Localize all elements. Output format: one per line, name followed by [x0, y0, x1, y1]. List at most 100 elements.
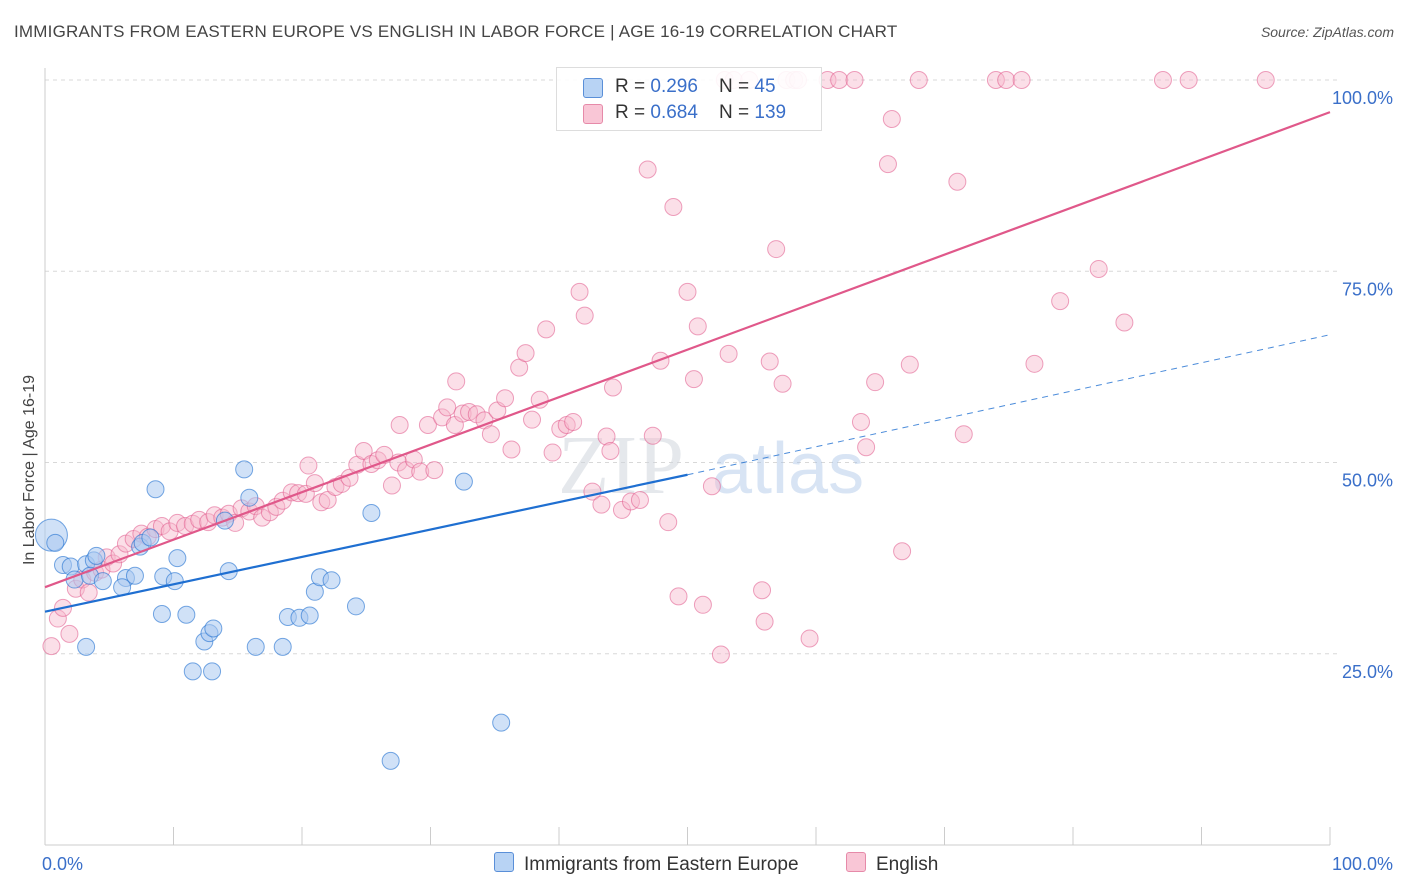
- english-point: [481, 425, 500, 444]
- y-axis-title: In Labor Force | Age 16-19: [21, 374, 38, 566]
- english-point: [570, 282, 589, 301]
- english-point: [693, 595, 712, 614]
- legend-item-english[interactable]: English: [846, 852, 938, 876]
- legend-n-label: N =: [719, 102, 755, 123]
- english-point: [669, 587, 688, 606]
- english-point: [755, 612, 774, 631]
- english-point: [516, 344, 535, 363]
- english-point: [878, 155, 897, 174]
- series-legend: Immigrants from Eastern Europe English: [0, 852, 1406, 878]
- legend-r-label: R =: [615, 76, 651, 97]
- english-point: [702, 477, 721, 496]
- eastern-europe-point: [273, 637, 292, 656]
- eastern-europe-point: [141, 528, 160, 547]
- english-point: [60, 624, 79, 643]
- eastern-europe-point: [46, 533, 65, 552]
- english-point: [638, 160, 657, 179]
- watermark: ZIP atlas: [558, 419, 864, 512]
- english-point: [621, 492, 640, 511]
- english-point: [900, 355, 919, 374]
- legend-n-label: N =: [719, 76, 755, 97]
- english-point: [719, 344, 738, 363]
- english-point: [1089, 259, 1108, 278]
- english-point: [909, 71, 928, 89]
- y-tick-label: 100.0%: [1332, 88, 1393, 108]
- legend-r-value: 0.296: [650, 76, 698, 97]
- eastern-europe-point: [204, 619, 223, 638]
- english-point: [79, 583, 98, 602]
- watermark-atlas: atlas: [712, 429, 864, 509]
- english-point: [800, 629, 819, 648]
- english-point: [711, 645, 730, 664]
- watermark-zip: ZIP: [558, 419, 684, 512]
- y-tick-label: 75.0%: [1342, 279, 1393, 299]
- eastern-europe-point: [152, 604, 171, 623]
- english-point: [1012, 71, 1031, 89]
- english-trend-line: [44, 111, 1331, 589]
- legend-n-value: 45: [754, 76, 776, 97]
- english-point: [299, 456, 318, 475]
- eastern-europe-point: [322, 571, 341, 590]
- eastern-europe-point: [381, 751, 400, 770]
- eastern-europe-point: [300, 606, 319, 625]
- eastern-europe-point: [235, 460, 254, 479]
- axes: [44, 68, 1331, 846]
- eastern-europe-point: [346, 597, 365, 616]
- eastern-europe-point: [93, 572, 112, 591]
- english-point: [603, 378, 622, 397]
- chart-title: IMMIGRANTS FROM EASTERN EUROPE VS ENGLIS…: [14, 22, 898, 41]
- english-point: [1025, 354, 1044, 373]
- english-point: [425, 461, 444, 480]
- english-point: [382, 476, 401, 495]
- english-point: [1153, 71, 1172, 89]
- series-english-points: [42, 71, 1275, 664]
- english-point: [866, 373, 885, 392]
- y-tick-label: 25.0%: [1342, 662, 1393, 682]
- english-point: [592, 495, 611, 514]
- english-point: [643, 426, 662, 445]
- x-tick-label: 100.0%: [1332, 854, 1393, 874]
- english-point: [688, 317, 707, 336]
- eastern-europe-point: [87, 546, 106, 565]
- legend-swatch-blue: [583, 78, 603, 98]
- english-point: [411, 462, 430, 481]
- eastern-europe-point: [165, 572, 184, 591]
- english-point: [986, 71, 1005, 89]
- english-point: [753, 581, 772, 600]
- english-point: [496, 389, 515, 408]
- grid-lines: [45, 79, 1338, 655]
- english-point: [630, 490, 649, 509]
- english-point: [597, 427, 616, 446]
- english-point: [537, 320, 556, 339]
- legend-r-label: R =: [615, 102, 651, 123]
- eastern-europe-point: [246, 637, 265, 656]
- x-tick-label: 0.0%: [42, 854, 83, 874]
- english-point: [447, 372, 466, 391]
- english-point: [1179, 71, 1198, 89]
- english-point: [659, 513, 678, 532]
- legend-swatch-pink: [583, 104, 603, 124]
- y-tick-label: 50.0%: [1342, 471, 1393, 491]
- eastern-europe-point: [492, 713, 511, 732]
- english-point: [390, 416, 409, 435]
- eastern-europe-point: [168, 549, 187, 568]
- eastern-europe-point: [77, 637, 96, 656]
- english-point: [418, 416, 437, 435]
- english-point: [42, 637, 61, 656]
- legend-r-value: 0.684: [650, 102, 698, 123]
- eastern-europe-trend-line: [44, 473, 688, 613]
- legend-swatch-blue: [494, 852, 514, 872]
- english-point: [530, 390, 549, 409]
- english-point: [564, 412, 583, 431]
- english-point: [830, 71, 849, 89]
- legend-n-value: 139: [754, 102, 787, 123]
- english-point: [767, 240, 786, 259]
- english-point: [453, 404, 472, 423]
- english-point: [997, 71, 1016, 89]
- english-point: [664, 197, 683, 216]
- legend-item-eastern-europe[interactable]: Immigrants from Eastern Europe: [494, 852, 799, 876]
- english-point: [857, 438, 876, 457]
- eastern-europe-point: [240, 488, 259, 507]
- eastern-europe-point: [454, 472, 473, 491]
